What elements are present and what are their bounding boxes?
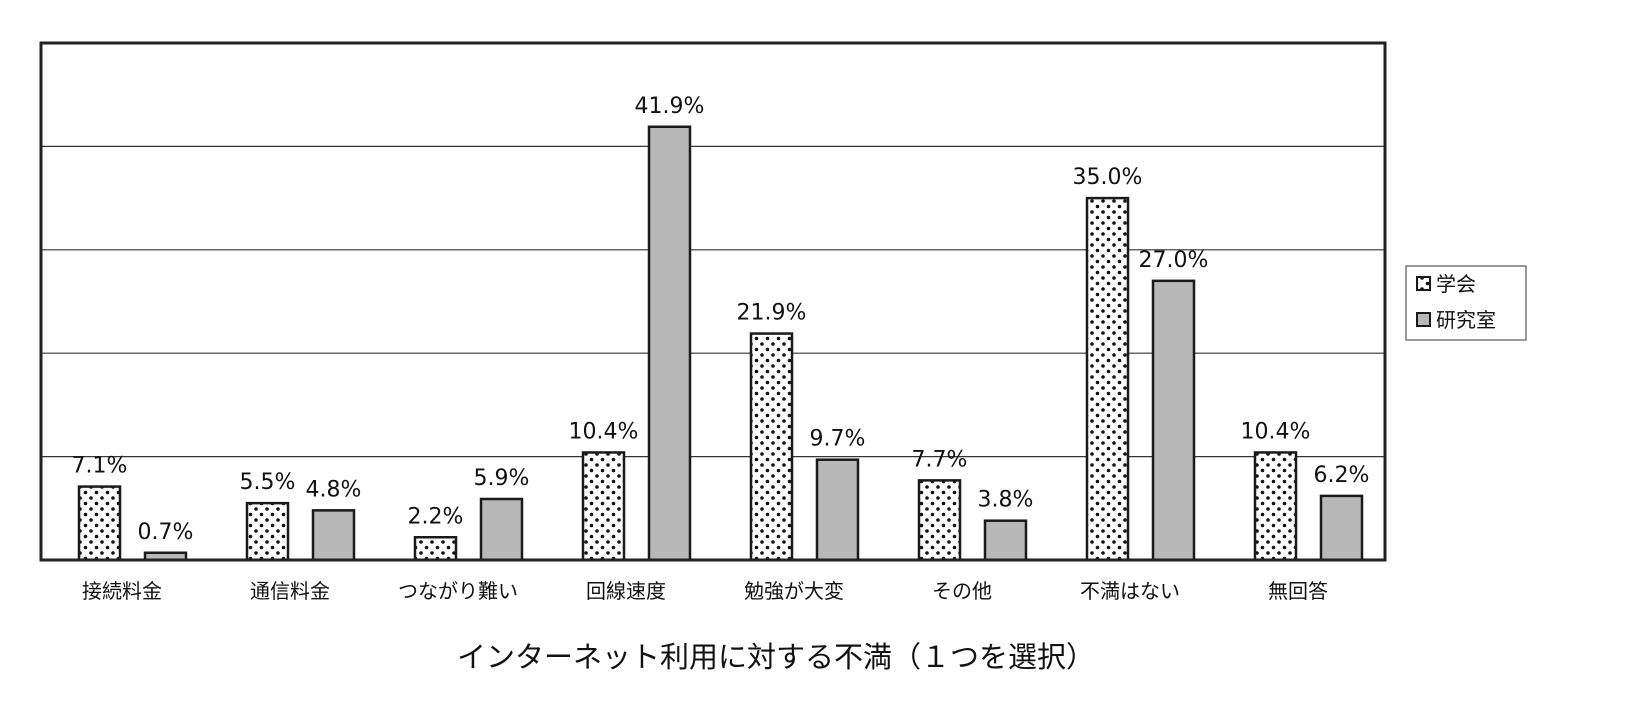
x-tick-label: 回線速度 (586, 579, 666, 603)
data-labels: 7.1% 0.7% 5.5% 4.8% 2.2% 5.9% 10.4% 41.9% 21.9% 9… (72, 94, 1370, 545)
data-label-series-1-cat-8: 10.4% (1241, 419, 1311, 444)
legend-label-series-1: 学会 (1436, 272, 1476, 296)
bar-series-2-cat-8 (1319, 494, 1364, 562)
bar-series-2-cat-7 (1151, 279, 1196, 562)
bar-series-1-cat-7 (1085, 196, 1130, 562)
x-tick-labels: 接続料金 通信料金 つながり難い 回線速度 勉強が大変 その他 不満はない 無回答 (82, 579, 1328, 603)
legend-swatch-series-1 (1416, 276, 1431, 291)
data-label-series-2-cat-2: 4.8% (306, 477, 362, 502)
bar-series-1-cat-1 (77, 485, 122, 562)
plot-area-border (39, 41, 1387, 562)
data-label-series-1-cat-6: 7.7% (912, 447, 968, 472)
data-label-series-1-cat-2: 5.5% (240, 470, 296, 495)
x-axis-title: インターネット利用に対する不満（１つを選択） (457, 640, 1095, 674)
data-label-series-2-cat-4: 41.9% (635, 94, 705, 119)
data-label-series-1-cat-3: 2.2% (408, 504, 464, 529)
bar-series-2-cat-5 (815, 458, 860, 562)
data-label-series-1-cat-5: 21.9% (737, 301, 807, 326)
legend-swatch-series-2 (1416, 312, 1431, 327)
data-label-series-1-cat-7: 35.0% (1073, 165, 1143, 190)
x-tick-label: 接続料金 (82, 579, 162, 603)
data-label-series-2-cat-1: 0.7% (138, 520, 194, 545)
data-label-series-1-cat-1: 7.1% (72, 454, 128, 479)
bar-series-2-cat-3 (479, 497, 524, 562)
data-label-series-2-cat-5: 9.7% (810, 427, 866, 452)
x-tick-label: 通信料金 (250, 579, 330, 603)
bar-series-1-cat-3 (413, 536, 458, 562)
data-label-series-1-cat-4: 10.4% (569, 419, 639, 444)
bar-series-2-cat-6 (983, 519, 1028, 562)
x-tick-label: 無回答 (1268, 579, 1328, 603)
x-tick-label: 勉強が大変 (744, 579, 844, 603)
bar-series-2-cat-4 (647, 125, 692, 562)
bar-series-1-cat-4 (581, 451, 626, 562)
legend-label-series-2: 研究室 (1436, 308, 1496, 332)
bar-series-1-cat-2 (245, 501, 290, 562)
x-tick-label: 不満はない (1080, 579, 1180, 603)
bar-series-1-cat-6 (917, 479, 962, 562)
x-tick-label: その他 (932, 579, 992, 603)
legend: 学会 研究室 (1405, 265, 1527, 341)
bar-series-1-cat-8 (1253, 451, 1298, 562)
bar-series-2-cat-2 (311, 509, 356, 562)
data-label-series-2-cat-6: 3.8% (978, 488, 1034, 513)
data-label-series-2-cat-3: 5.9% (474, 466, 530, 491)
bar-series-1-cat-5 (749, 332, 794, 562)
data-label-series-2-cat-8: 6.2% (1314, 463, 1370, 488)
data-label-series-2-cat-7: 27.0% (1139, 248, 1209, 273)
x-tick-label: つながり難い (398, 579, 518, 603)
